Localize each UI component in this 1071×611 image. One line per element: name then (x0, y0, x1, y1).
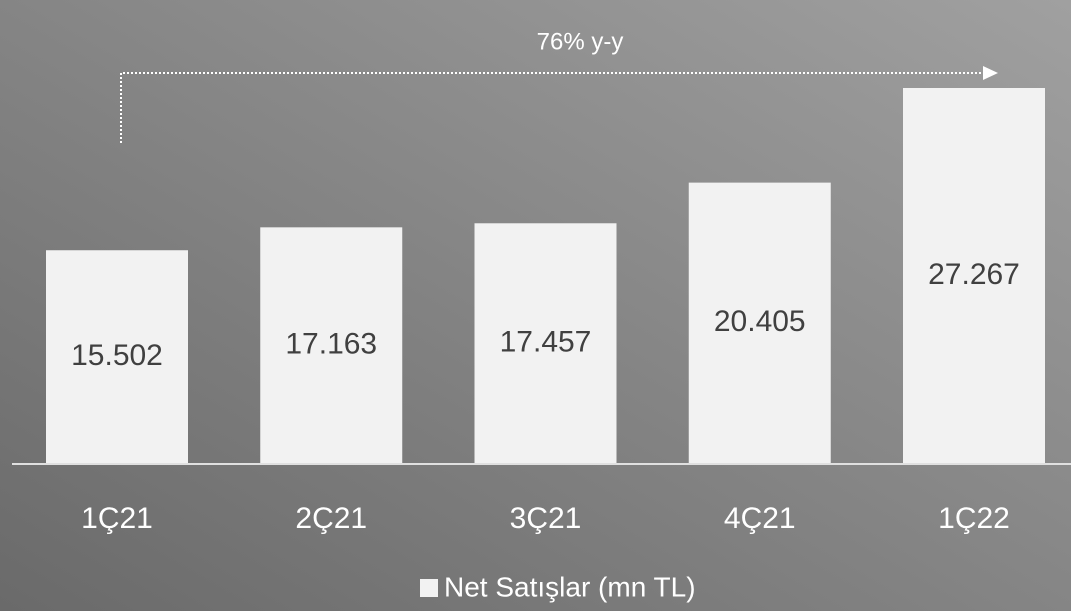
x-tick-label: 3Ç21 (510, 502, 582, 535)
legend-label: Net Satışlar (mn TL) (444, 571, 696, 602)
data-label: 20.405 (714, 305, 806, 338)
annotation: 76% y-y (537, 28, 624, 55)
bar (903, 88, 1045, 464)
x-tick-label: 1Ç22 (938, 502, 1010, 535)
data-label: 15.502 (71, 339, 163, 372)
arrow-head (983, 66, 998, 80)
data-label: 17.163 (285, 328, 377, 361)
bar (260, 227, 403, 464)
x-tick-label: 4Ç21 (724, 502, 796, 535)
x-tick-label: 1Ç21 (81, 502, 153, 535)
data-label: 27.267 (928, 258, 1020, 291)
legend-swatch (420, 579, 438, 597)
bar (46, 250, 188, 464)
bar (474, 223, 617, 464)
x-tick-label: 2Ç21 (295, 502, 367, 535)
bar (688, 182, 831, 465)
growth-arrow (120, 72, 985, 143)
data-label: 17.457 (500, 326, 592, 359)
